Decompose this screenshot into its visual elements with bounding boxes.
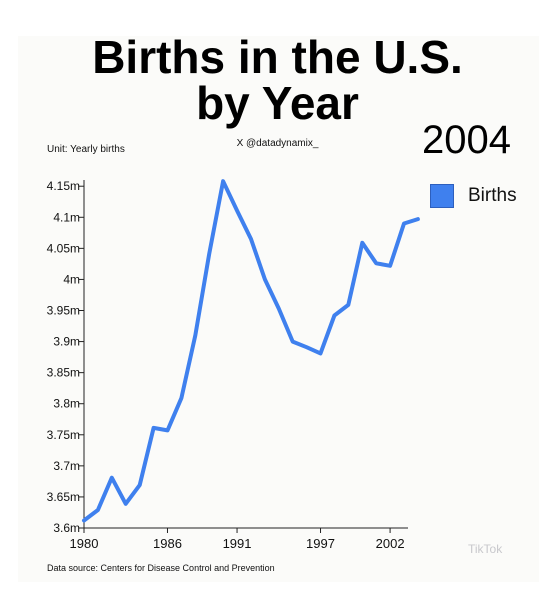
- unit-label: Unit: Yearly births: [47, 144, 125, 155]
- y-tick-label: 3.9m: [53, 335, 80, 349]
- y-tick-label: 4m: [63, 272, 80, 286]
- y-tick-label: 3.7m: [53, 459, 80, 473]
- y-tick-label: 3.8m: [53, 397, 80, 411]
- y-tick-label: 4.15m: [47, 179, 80, 193]
- chart-title: Births in the U.S. by Year: [0, 34, 555, 126]
- axes: 3.6m 3.65m 3.7m 3.75m 3.8m 3.85m 3.9m 3.95m 4m 4.…: [47, 179, 408, 551]
- legend: Births: [430, 184, 517, 208]
- x-tick-label: 1997: [306, 536, 335, 551]
- y-tick-label: 3.75m: [47, 428, 80, 442]
- x-tick-label: 1980: [70, 536, 99, 551]
- title-line-1: Births in the U.S.: [92, 31, 463, 83]
- legend-label: Births: [468, 185, 517, 206]
- author-credit: X @datadynamix_: [236, 138, 319, 149]
- y-tick-label: 3.85m: [47, 366, 80, 380]
- y-tick-label: 3.65m: [47, 490, 80, 504]
- y-tick-label: 4.05m: [47, 241, 80, 255]
- y-tick-label: 3.95m: [47, 304, 80, 318]
- tiktok-watermark: TikTok: [468, 542, 503, 556]
- x-tick-label: 2002: [376, 536, 405, 551]
- x-tick-label: 1991: [223, 536, 252, 551]
- series-group: [82, 179, 420, 523]
- data-source: Data source: Centers for Disease Control…: [47, 563, 275, 573]
- x-tick-label: 1986: [153, 536, 182, 551]
- y-tick-label: 3.6m: [53, 521, 80, 535]
- series-line-births: [82, 179, 420, 523]
- legend-swatch: [430, 184, 454, 208]
- y-tick-label: 4.1m: [53, 210, 80, 224]
- title-line-2: by Year: [196, 77, 359, 129]
- current-year-label: 2004: [422, 118, 511, 162]
